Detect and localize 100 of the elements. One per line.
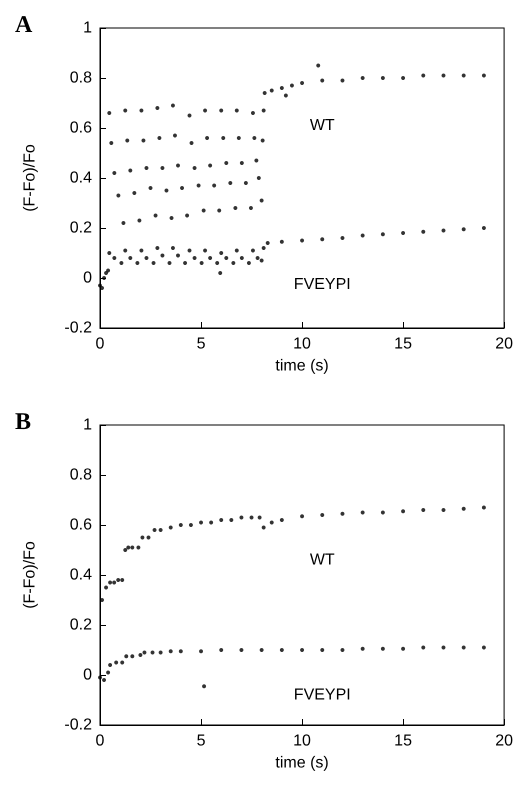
point	[262, 526, 266, 530]
point	[229, 518, 234, 522]
point	[119, 261, 124, 265]
point	[135, 261, 140, 265]
point	[146, 536, 150, 540]
point	[256, 256, 260, 260]
point	[120, 578, 124, 582]
text: FVEYPI	[294, 686, 351, 704]
point	[250, 516, 254, 520]
point	[401, 509, 406, 514]
point	[120, 660, 124, 664]
point	[139, 248, 144, 252]
x-tick-label: 5	[196, 336, 206, 352]
point	[168, 649, 173, 654]
point	[239, 516, 244, 520]
x-axis-title: time (s)	[275, 358, 329, 374]
point	[462, 506, 466, 511]
point	[270, 520, 274, 524]
y-tick-label: 0.4	[70, 566, 92, 584]
point	[188, 523, 193, 527]
point	[239, 648, 244, 652]
point	[130, 546, 134, 550]
point	[246, 261, 251, 265]
x-tick-label: 0	[96, 336, 105, 352]
point	[280, 648, 284, 652]
point	[462, 646, 466, 650]
y-tick-label: -0.2	[64, 716, 92, 734]
point	[112, 256, 116, 260]
point	[266, 241, 270, 245]
point	[340, 512, 344, 516]
point	[202, 684, 206, 688]
point	[234, 248, 239, 252]
point	[150, 650, 155, 654]
y-axis-title: (F-Fo)/Fo	[22, 144, 38, 212]
x-tick-label: 15	[394, 336, 412, 352]
point	[380, 510, 385, 514]
point	[158, 650, 163, 654]
point	[152, 528, 157, 532]
point	[98, 676, 102, 680]
point	[108, 580, 112, 584]
x-tick-label: 20	[495, 336, 514, 352]
y-tick-label: 1	[83, 416, 92, 434]
point	[250, 248, 255, 252]
point	[199, 649, 204, 654]
y-tick-label: -0.2	[64, 320, 92, 336]
x-tick-label: 20	[495, 732, 514, 750]
point	[300, 648, 304, 652]
point	[219, 518, 224, 522]
x-tick-label: 10	[293, 336, 312, 352]
y-tick-label: 0.2	[70, 220, 92, 236]
point	[401, 231, 406, 235]
point	[183, 261, 188, 265]
point	[260, 258, 264, 262]
point	[192, 256, 197, 260]
point	[112, 580, 116, 584]
x-tick-label: 0	[96, 732, 105, 750]
point	[260, 648, 264, 652]
point	[144, 256, 148, 260]
point	[102, 276, 106, 280]
point	[128, 256, 132, 260]
point	[360, 646, 365, 651]
chart-title: A	[15, 12, 33, 38]
point	[441, 646, 446, 650]
y-tick-label: 1	[83, 20, 92, 36]
y-axis-title: (F-Fo)/Fo	[22, 541, 38, 609]
series-label: WT	[310, 117, 335, 134]
y-tick-label: 0.8	[70, 466, 92, 484]
point	[219, 251, 224, 255]
point	[106, 670, 110, 674]
point	[224, 256, 228, 260]
point	[98, 284, 102, 288]
point	[200, 261, 204, 265]
point	[158, 528, 163, 532]
point	[106, 268, 110, 272]
point	[104, 271, 108, 275]
point	[280, 518, 284, 522]
point	[155, 246, 160, 250]
point	[482, 226, 486, 230]
point	[360, 510, 365, 514]
point	[280, 240, 284, 244]
point	[102, 678, 106, 682]
point	[231, 261, 236, 265]
x-tick-label: 10	[293, 732, 312, 750]
point	[168, 261, 172, 265]
x-tick-label: 5	[196, 732, 206, 750]
point	[441, 508, 446, 512]
x-axis-title: time (s)	[275, 754, 329, 772]
point	[340, 648, 344, 652]
point	[462, 227, 466, 232]
text: FVEYPI	[294, 276, 351, 293]
y-tick-label: 0.6	[70, 516, 92, 534]
point	[320, 648, 324, 652]
point	[123, 548, 128, 552]
y-tick-label: 0	[83, 666, 92, 684]
point	[482, 646, 486, 650]
point	[320, 513, 324, 517]
text: WT	[310, 552, 335, 568]
point	[140, 536, 144, 540]
point	[188, 248, 192, 252]
point	[130, 654, 134, 658]
